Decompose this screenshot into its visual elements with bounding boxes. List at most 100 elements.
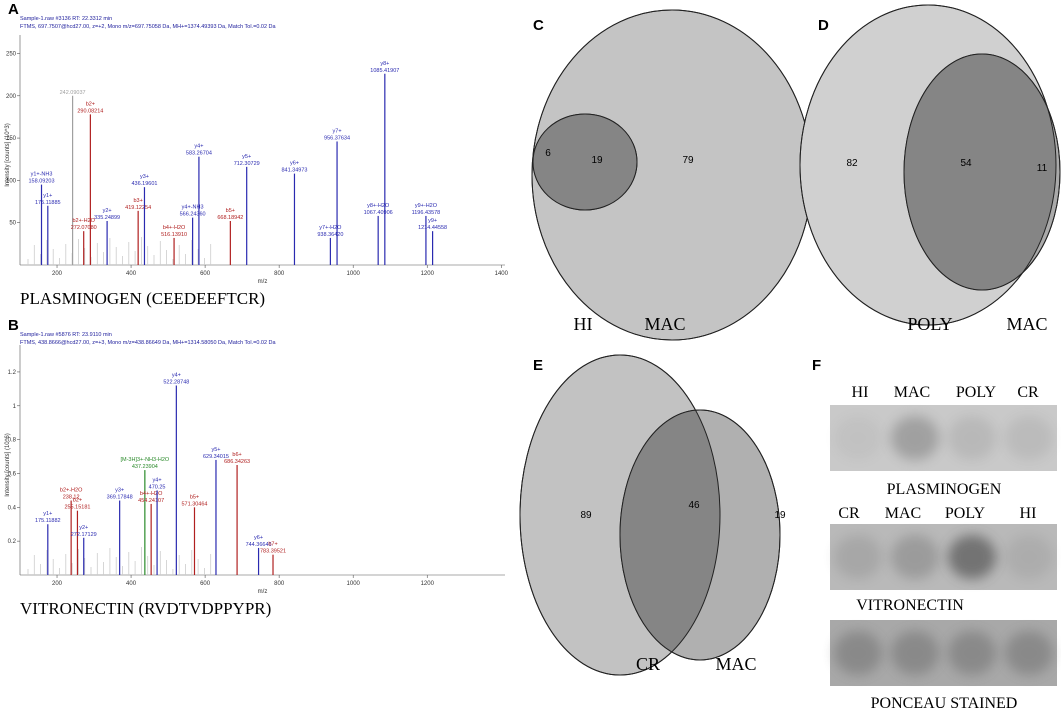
peak-mass-label: 242.09037 bbox=[60, 90, 86, 96]
spectrum-header: Sample-1.raw #5876 RT: 23.9110 min bbox=[20, 332, 112, 338]
peak-mass-label: 1196.43578 bbox=[412, 210, 441, 216]
lane-label: HI bbox=[852, 384, 869, 401]
lane-label: MAC bbox=[885, 505, 921, 522]
peak-mass-label: 712.30729 bbox=[234, 161, 260, 167]
venn-overlap bbox=[620, 410, 720, 660]
blot-band bbox=[891, 631, 939, 675]
peak-ion-label: y5+ bbox=[242, 154, 251, 160]
panel-letter: E bbox=[533, 357, 543, 374]
blot-band bbox=[1005, 416, 1053, 460]
peptide-name: PLASMINOGEN (CEEDEEFTCR) bbox=[20, 289, 265, 308]
y-tick-label: 100 bbox=[6, 178, 17, 184]
peak-mass-label: 668.18942 bbox=[217, 215, 243, 221]
venn-count: 19 bbox=[591, 155, 603, 166]
venn-set-label: CR bbox=[636, 654, 660, 674]
peak-ion-label: b2+-H2O bbox=[72, 218, 95, 224]
blot-band bbox=[834, 416, 882, 460]
peak-mass-label: 1085.41907 bbox=[370, 68, 399, 74]
blot-band bbox=[1005, 631, 1053, 675]
venn-count: 11 bbox=[1037, 163, 1048, 174]
peak-ion-label: y1+ bbox=[43, 193, 52, 199]
peak-mass-label: 956.37634 bbox=[324, 135, 350, 141]
lane-label: CR bbox=[838, 505, 860, 522]
peak-ion-label: y8+-H2O bbox=[367, 203, 390, 209]
x-tick-label: 1000 bbox=[347, 581, 361, 587]
peak-ion-label: y4+-NH3 bbox=[182, 205, 204, 211]
x-tick-label: 600 bbox=[200, 271, 211, 277]
venn-outline bbox=[619, 409, 781, 661]
y-tick-label: 0.2 bbox=[8, 539, 17, 545]
peak-mass-label: 436.19601 bbox=[131, 181, 157, 187]
blot-name: VITRONECTIN bbox=[856, 597, 964, 614]
peak-ion-label: y2+ bbox=[103, 208, 112, 214]
x-tick-label: 200 bbox=[52, 271, 63, 277]
x-tick-label: 400 bbox=[126, 271, 137, 277]
peak-ion-label: y1+ bbox=[43, 511, 52, 517]
y-tick-label: 0.4 bbox=[8, 505, 17, 511]
blot-band bbox=[834, 631, 882, 675]
lane-label: HI bbox=[1020, 505, 1037, 522]
peak-mass-label: 629.34015 bbox=[203, 454, 229, 460]
peak-ion-label: b6+ bbox=[232, 452, 241, 458]
peak-mass-label: 369.17848 bbox=[107, 495, 133, 501]
y-axis-label: Intensity [counts] (10^6) bbox=[5, 433, 11, 497]
x-tick-label: 600 bbox=[200, 581, 211, 587]
x-tick-label: 1200 bbox=[421, 271, 435, 277]
y-tick-label: 50 bbox=[9, 221, 16, 227]
peak-ion-label: b7+ bbox=[268, 542, 277, 548]
peak-mass-label: 335.24899 bbox=[94, 215, 120, 221]
peak-mass-label: 175.11882 bbox=[35, 518, 61, 524]
peak-mass-label: 522.28748 bbox=[163, 379, 189, 385]
peak-ion-label: y2+ bbox=[79, 525, 88, 531]
y-tick-label: 0.8 bbox=[8, 438, 17, 444]
y-axis-label: Intensity [counts] (10^3) bbox=[5, 123, 11, 187]
peak-ion-label: b5+ bbox=[190, 494, 199, 500]
peak-mass-label: 437.23904 bbox=[132, 464, 158, 470]
venn-set-label: POLY bbox=[907, 314, 952, 334]
spectrum-header: FTMS, 697.7507@hcd27.00, z=+2, Mono m/z=… bbox=[20, 24, 277, 30]
peak-mass-label: 238.12 bbox=[63, 495, 80, 501]
spectrum-header: Sample-1.raw #3136 RT: 22.3312 min bbox=[20, 16, 112, 22]
peak-mass-label: 686.34263 bbox=[224, 459, 250, 465]
peak-ion-label: y4+ bbox=[194, 144, 203, 150]
blot-band bbox=[948, 535, 996, 579]
peak-mass-label: 272.07080 bbox=[71, 225, 97, 231]
venn-count: 79 bbox=[682, 155, 694, 166]
venn-outline bbox=[799, 4, 1057, 326]
blot-band bbox=[948, 631, 996, 675]
panel-letter: C bbox=[533, 17, 544, 34]
peak-ion-label: y5+ bbox=[211, 447, 220, 453]
spectrum-header: FTMS, 438.8666@hcd27.00, z=+3, Mono m/z=… bbox=[20, 340, 277, 346]
venn-set-label: MAC bbox=[644, 314, 685, 334]
peak-ion-label: b2+ bbox=[73, 498, 82, 504]
peak-mass-label: 1067.40906 bbox=[364, 210, 393, 216]
venn-count: 82 bbox=[846, 158, 858, 169]
peak-mass-label: 454.24107 bbox=[138, 498, 164, 504]
peak-mass-label: 272.17129 bbox=[71, 532, 97, 538]
peak-ion-label: b2+ bbox=[86, 101, 95, 107]
peptide-name: VITRONECTIN (RVDTVDPPYPR) bbox=[20, 599, 271, 618]
peak-ion-label: b3+ bbox=[133, 198, 142, 204]
peak-ion-label: b5+ bbox=[226, 208, 235, 214]
peak-ion-label: y1+-NH3 bbox=[31, 172, 53, 178]
peak-mass-label: 255.15181 bbox=[64, 505, 90, 511]
peak-ion-label: y3+ bbox=[115, 488, 124, 494]
venn-count: 6 bbox=[545, 148, 551, 159]
venn-outline bbox=[903, 53, 1061, 291]
venn-count: 46 bbox=[688, 500, 700, 511]
venn-set-label: HI bbox=[574, 314, 593, 334]
peak-mass-label: 419.12254 bbox=[125, 205, 151, 211]
peak-mass-label: 583.26704 bbox=[186, 151, 212, 157]
y-tick-label: 200 bbox=[6, 94, 17, 100]
blot-name: PLASMINOGEN bbox=[887, 481, 1002, 498]
venn-outline bbox=[519, 354, 721, 676]
peak-ion-label: b4+-H2O bbox=[163, 225, 186, 231]
y-tick-label: 1.2 bbox=[8, 370, 17, 376]
x-axis-label: m/z bbox=[258, 589, 268, 595]
lane-label: POLY bbox=[956, 384, 997, 401]
venn-set-label: MAC bbox=[1006, 314, 1047, 334]
panel-letter: D bbox=[818, 17, 829, 34]
peak-ion-label: b2+-H2O bbox=[60, 488, 83, 494]
x-tick-label: 1000 bbox=[347, 271, 361, 277]
x-tick-label: 400 bbox=[126, 581, 137, 587]
